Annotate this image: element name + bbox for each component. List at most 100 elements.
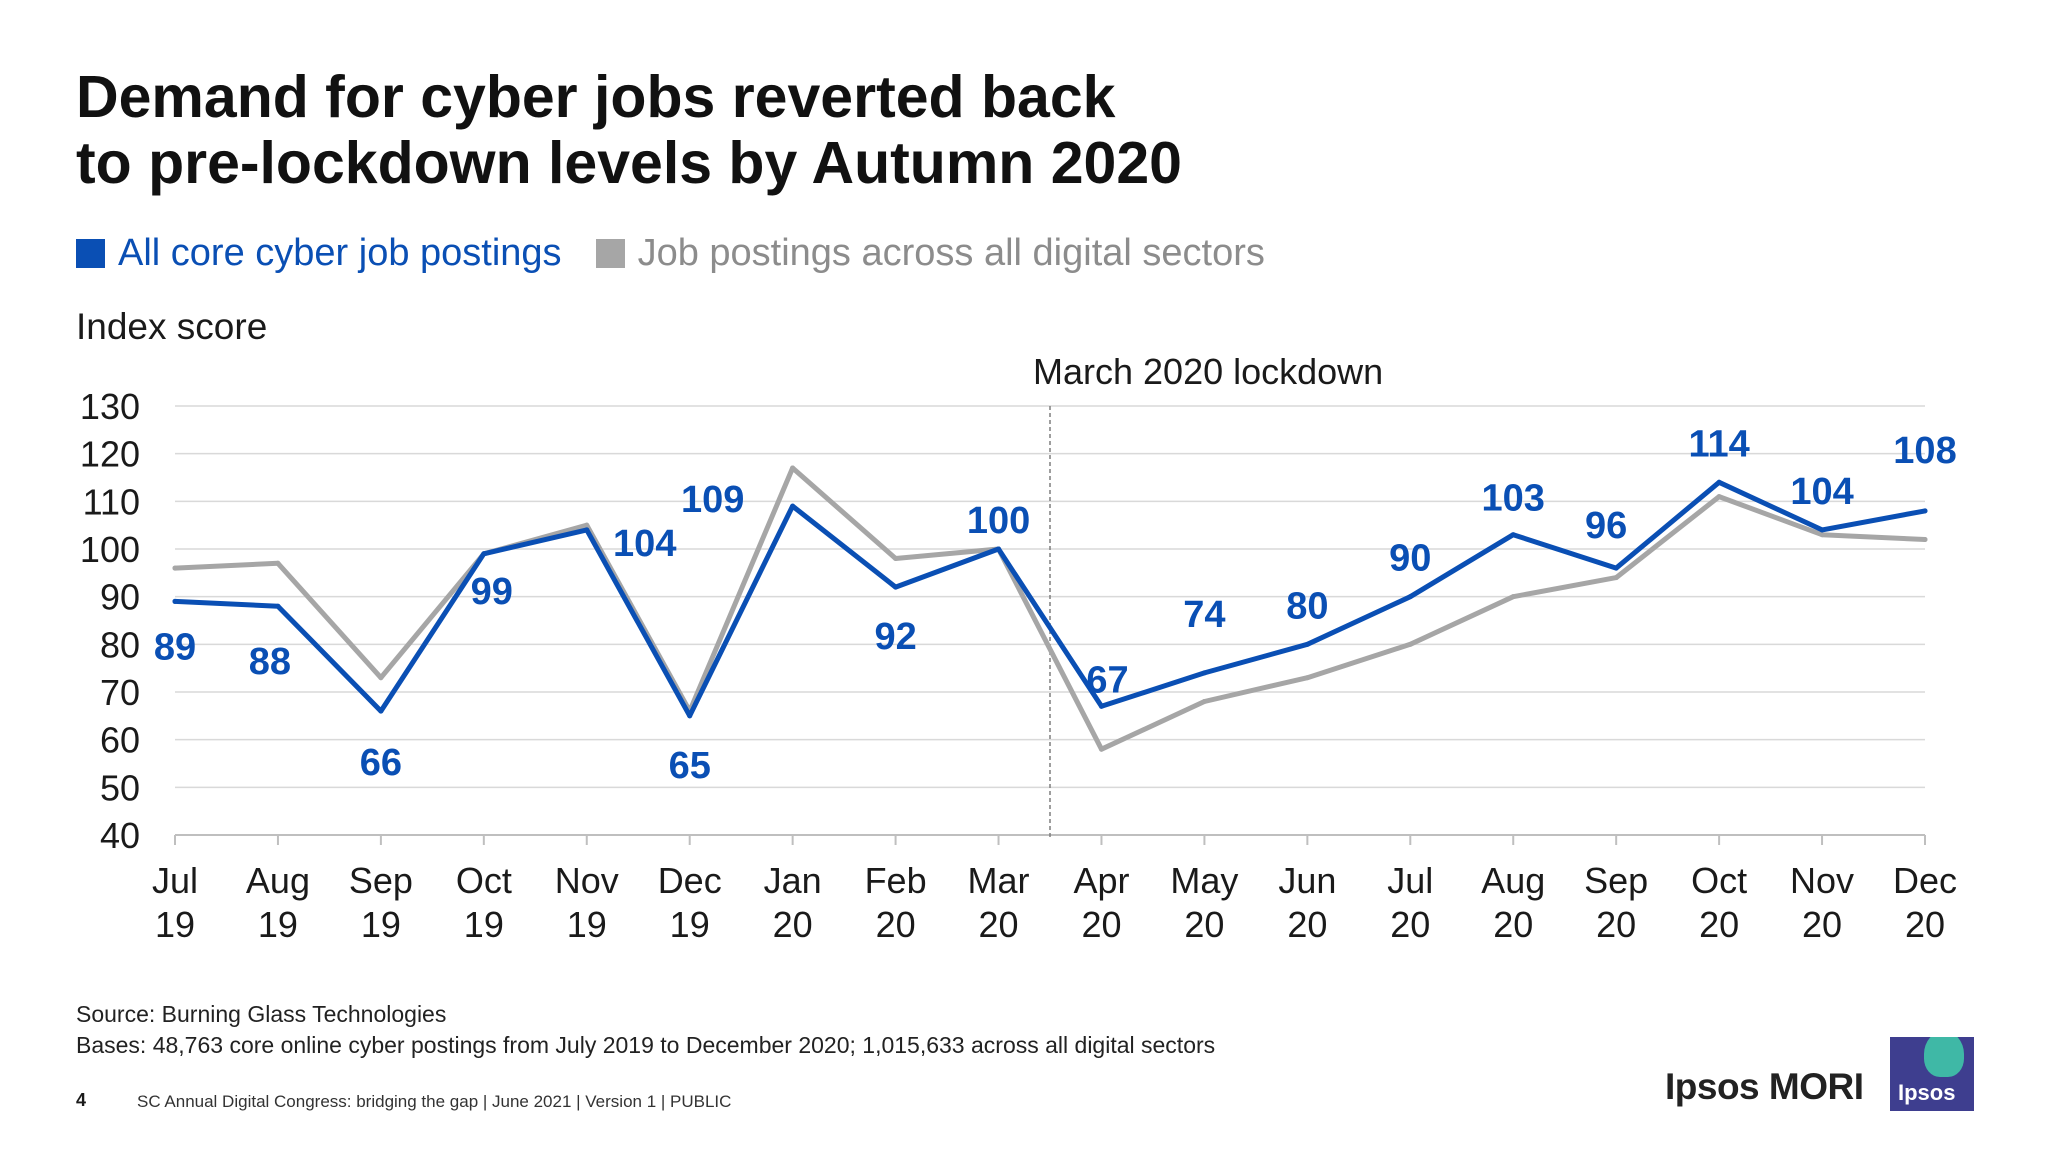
series-line-digital	[172, 465, 1928, 752]
x-tick-label-year: 20	[1802, 904, 1842, 945]
y-tick-label: 130	[80, 386, 140, 427]
x-tick-label-month: Nov	[1790, 860, 1854, 901]
data-point-cyber	[1819, 527, 1825, 533]
legend-swatch-cyber	[76, 239, 105, 268]
source-notes: Source: Burning Glass Technologies Bases…	[76, 999, 1215, 1061]
data-point-digital	[1613, 575, 1619, 581]
x-tick-label-year: 20	[1699, 904, 1739, 945]
ipsos-logo: Ipsos	[1890, 1037, 1974, 1111]
source-text: Source: Burning Glass Technologies	[76, 1001, 447, 1027]
x-tick-label-month: Oct	[1691, 860, 1747, 901]
x-tick-label-year: 20	[876, 904, 916, 945]
data-point-digital	[1201, 699, 1207, 705]
y-tick-label: 80	[100, 624, 140, 665]
y-tick-label: 50	[100, 767, 140, 808]
legend-label-cyber: All core cyber job postings	[118, 232, 562, 274]
data-point-cyber	[996, 546, 1002, 552]
title-line-2: to pre-lockdown levels by Autumn 2020	[76, 130, 1182, 196]
data-point-cyber	[1613, 565, 1619, 571]
logo-wave-shape	[1924, 1037, 1964, 1077]
data-label-cyber: 100	[967, 500, 1030, 542]
data-point-digital	[1510, 594, 1516, 600]
chart-legend: All core cyber job postings Job postings…	[76, 232, 1299, 275]
data-point-digital	[1716, 494, 1722, 500]
data-point-digital	[1819, 532, 1825, 538]
x-tick-label-month: Jun	[1278, 860, 1336, 901]
data-point-cyber	[1304, 641, 1310, 647]
x-tick-label-month: Jan	[764, 860, 822, 901]
x-tick-label-month: Oct	[456, 860, 512, 901]
data-point-digital	[1922, 536, 1928, 542]
x-tick-label-month: Apr	[1073, 860, 1129, 901]
data-point-digital	[378, 675, 384, 681]
data-point-cyber	[275, 603, 281, 609]
data-label-cyber: 96	[1585, 505, 1627, 547]
x-tick-label-month: Nov	[555, 860, 619, 901]
y-tick-label: 70	[100, 672, 140, 713]
x-tick-label-month: Feb	[865, 860, 927, 901]
y-tick-label: 100	[80, 529, 140, 570]
data-point-cyber	[1716, 479, 1722, 485]
y-tick-label: 120	[80, 434, 140, 475]
x-tick-label-year: 20	[979, 904, 1019, 945]
x-tick-label-year: 20	[1596, 904, 1636, 945]
data-point-cyber	[1922, 508, 1928, 514]
y-tick-label: 60	[100, 720, 140, 761]
x-tick-label-year: 19	[464, 904, 504, 945]
data-label-cyber: 103	[1482, 478, 1545, 520]
y-tick-label: 40	[100, 815, 140, 856]
data-point-cyber	[584, 527, 590, 533]
y-tick-label: 90	[100, 577, 140, 618]
x-tick-label-year: 19	[155, 904, 195, 945]
data-point-digital	[172, 565, 178, 571]
lockdown-annotation: March 2020 lockdown	[1033, 351, 1383, 392]
data-label-cyber: 80	[1286, 585, 1328, 627]
x-tick-label-year: 19	[567, 904, 607, 945]
x-tick-label-year: 20	[1184, 904, 1224, 945]
data-point-digital	[893, 556, 899, 562]
data-point-cyber	[1098, 703, 1104, 709]
data-point-digital	[1407, 641, 1413, 647]
data-point-cyber	[172, 598, 178, 604]
data-label-cyber: 104	[613, 523, 676, 565]
data-label-cyber: 99	[471, 571, 513, 613]
data-point-digital	[790, 465, 796, 471]
data-label-cyber: 66	[360, 742, 402, 784]
data-point-cyber	[1407, 594, 1413, 600]
legend-label-digital: Job postings across all digital sectors	[637, 232, 1265, 274]
data-point-digital	[584, 522, 590, 528]
data-label-cyber: 90	[1389, 538, 1431, 580]
x-tick-label-month: Aug	[1481, 860, 1545, 901]
data-point-digital	[1304, 675, 1310, 681]
data-label-cyber: 67	[1086, 659, 1128, 701]
data-label-cyber: 65	[669, 745, 711, 787]
x-tick-label-year: 20	[1390, 904, 1430, 945]
title-line-1: Demand for cyber jobs reverted back	[76, 64, 1116, 130]
x-tick-label-month: Dec	[1893, 860, 1957, 901]
x-tick-label-month: Dec	[658, 860, 722, 901]
x-tick-label-month: Sep	[349, 860, 413, 901]
x-tick-label-month: Mar	[968, 860, 1030, 901]
y-axis-title: Index score	[76, 306, 268, 347]
data-point-digital	[1098, 746, 1104, 752]
data-point-cyber	[1201, 670, 1207, 676]
data-label-cyber: 74	[1183, 594, 1225, 636]
page-number: 4	[76, 1090, 87, 1110]
x-tick-label-year: 19	[258, 904, 298, 945]
data-point-digital	[275, 560, 281, 566]
legend-item-cyber: All core cyber job postings	[76, 232, 562, 275]
data-point-cyber	[893, 584, 899, 590]
legend-swatch-digital	[595, 239, 625, 268]
x-tick-label-month: May	[1170, 860, 1238, 901]
series-line-cyber	[172, 479, 1928, 719]
x-tick-label-year: 19	[670, 904, 710, 945]
legend-item-digital: Job postings across all digital sectors	[595, 232, 1265, 275]
data-point-cyber	[790, 503, 796, 509]
data-point-cyber	[378, 708, 384, 714]
slide-title: Demand for cyber jobs reverted back to p…	[76, 64, 1182, 196]
data-point-cyber	[481, 551, 487, 557]
data-point-cyber	[687, 713, 693, 719]
data-label-cyber: 108	[1893, 430, 1956, 472]
data-label-cyber: 114	[1688, 423, 1749, 465]
data-label-cyber: 104	[1790, 471, 1853, 513]
